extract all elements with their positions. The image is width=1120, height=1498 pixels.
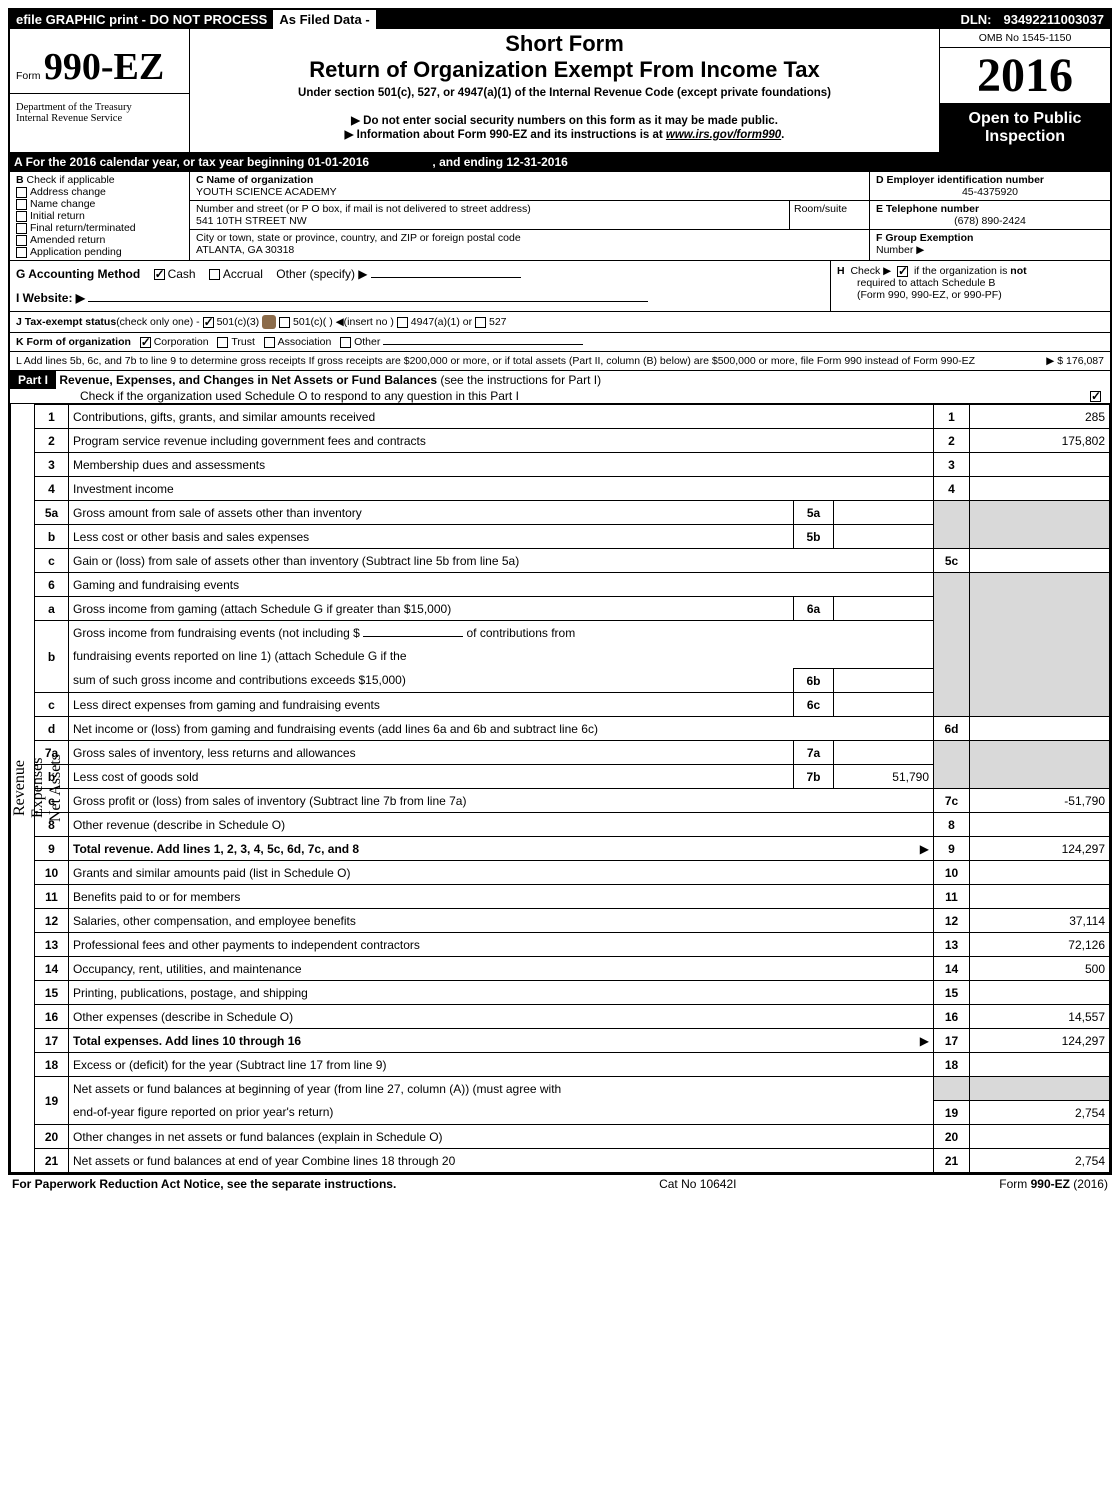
warn2: ▶ Information about Form 990-EZ and its … [345,129,663,141]
org-city: ATLANTA, GA 30318 [196,244,863,256]
org-name: YOUTH SCIENCE ACADEMY [196,186,863,198]
phone: (678) 890-2424 [876,215,1104,227]
ein: 45-4375920 [876,186,1104,198]
cb-cash[interactable] [154,269,165,280]
cb-address-change[interactable] [16,187,27,198]
org-street: 541 10TH STREET NW [196,215,783,227]
line-1: 1 Contributions, gifts, grants, and simi… [35,405,1110,429]
form-prefix: Form [16,70,41,82]
line-18: 18Excess or (deficit) for the year (Subt… [35,1053,1110,1077]
section-c: C Name of organization YOUTH SCIENCE ACA… [190,172,870,260]
cb-amended-return[interactable] [16,235,27,246]
main-title: Return of Organization Exempt From Incom… [190,57,939,83]
line-8: 8Other revenue (describe in Schedule O) … [35,813,1110,837]
line-l: L Add lines 5b, 6c, and 7b to line 9 to … [10,352,1110,371]
section-def: D Employer identification number 45-4375… [870,172,1110,260]
title-col: Short Form Return of Organization Exempt… [190,29,940,152]
tax-year: 2016 [940,48,1110,104]
line-15: 15Printing, publications, postage, and s… [35,981,1110,1005]
line-10: 10Grants and similar amounts paid (list … [35,861,1110,885]
form-id-col: Form 990-EZ Department of the Treasury I… [10,29,190,152]
line-3: 3Membership dues and assessments 3 [35,453,1110,477]
line-a: A For the 2016 calendar year, or tax yea… [10,153,1110,172]
open-public: Open to Public [944,110,1106,128]
part-i-body: Revenue Expenses Net Assets 1 Contributi… [10,404,1110,1173]
footer-left: For Paperwork Reduction Act Notice, see … [12,1177,396,1191]
section-expenses: Expenses [29,404,47,1173]
footer-mid: Cat No 10642I [659,1177,736,1191]
line-19b: end-of-year figure reported on prior yea… [35,1101,1110,1125]
cb-final-return[interactable] [16,223,27,234]
line-5a: 5aGross amount from sale of assets other… [35,501,1110,525]
line-7c: cGross profit or (loss) from sales of in… [35,789,1110,813]
cb-part-i-scho[interactable] [1090,391,1101,402]
inspection: Inspection [944,128,1106,146]
line-17: 17Total expenses. Add lines 10 through 1… [35,1029,1110,1053]
form-number: 990-EZ [44,46,164,88]
line-7a: 7aGross sales of inventory, less returns… [35,741,1110,765]
line-5c: cGain or (loss) from sale of assets othe… [35,549,1110,573]
header-block: Form 990-EZ Department of the Treasury I… [10,29,1110,153]
lines-table: 1 Contributions, gifts, grants, and simi… [34,404,1110,1173]
line-6d: dNet income or (loss) from gaming and fu… [35,717,1110,741]
cb-527[interactable] [475,317,486,328]
line-11: 11Benefits paid to or for members11 [35,885,1110,909]
cb-initial-return[interactable] [16,211,27,222]
footer: For Paperwork Reduction Act Notice, see … [8,1175,1112,1193]
line-6: 6Gaming and fundraising events [35,573,1110,597]
cb-501c3[interactable] [203,317,214,328]
omb-no: OMB No 1545-1150 [940,29,1110,48]
bcd-block: B Check if applicable Address change Nam… [10,172,1110,261]
dln-label: DLN: [954,10,997,29]
line-2: 2Program service revenue including gover… [35,429,1110,453]
line-13: 13Professional fees and other payments t… [35,933,1110,957]
warn2-link[interactable]: www.irs.gov/form990 [666,129,781,141]
efile-strip: efile GRAPHIC print - DO NOT PROCESS As … [10,10,1110,29]
line-9: 9Total revenue. Add lines 1, 2, 3, 4, 5c… [35,837,1110,861]
section-b: B Check if applicable Address change Nam… [10,172,190,260]
cb-assoc[interactable] [264,337,275,348]
efile-text: efile GRAPHIC print - DO NOT PROCESS [10,10,273,29]
section-revenue: Revenue [11,404,29,1173]
part-i-header: Part I Revenue, Expenses, and Changes in… [10,371,1110,404]
line-19a: 19Net assets or fund balances at beginni… [35,1077,1110,1101]
right-col: OMB No 1545-1150 2016 Open to Public Ins… [940,29,1110,152]
gh-row: G Accounting Method Cash Accrual Other (… [10,261,1110,312]
cb-name-change[interactable] [16,199,27,210]
subtitle: Under section 501(c), 527, or 4947(a)(1)… [190,83,939,103]
footer-right: Form 990-EZ (2016) [999,1177,1108,1191]
section-netassets: Net Assets [47,404,65,1173]
line-k: K Form of organization Corporation Trust… [10,333,1110,352]
irs-label: Internal Revenue Service [16,113,183,124]
cb-trust[interactable] [217,337,228,348]
form-container: efile GRAPHIC print - DO NOT PROCESS As … [8,8,1112,1175]
g-label: G Accounting Method [16,267,140,281]
cb-application-pending[interactable] [16,247,27,258]
short-form-title: Short Form [190,29,939,57]
dept-treasury: Department of the Treasury [16,102,183,113]
cb-h[interactable] [897,266,908,277]
line-21: 21Net assets or fund balances at end of … [35,1149,1110,1173]
line-20: 20Other changes in net assets or fund ba… [35,1125,1110,1149]
line-12: 12Salaries, other compensation, and empl… [35,909,1110,933]
line-14: 14Occupancy, rent, utilities, and mainte… [35,957,1110,981]
cb-accrual[interactable] [209,269,220,280]
l-amount: ▶ $ 176,087 [1046,355,1104,367]
room-suite: Room/suite [789,201,869,229]
cb-4947[interactable] [397,317,408,328]
i-website: I Website: ▶ [16,291,85,305]
warn1: ▶ Do not enter social security numbers o… [190,103,939,127]
cb-corp[interactable] [140,337,151,348]
cb-other[interactable] [340,337,351,348]
line-j: J Tax-exempt status(check only one) - 50… [10,312,1110,333]
as-filed-label: As Filed Data - [273,10,375,29]
line-4: 4Investment income 4 [35,477,1110,501]
dln-value: 93492211003037 [997,10,1110,29]
cb-501c[interactable] [279,317,290,328]
line-16: 16Other expenses (describe in Schedule O… [35,1005,1110,1029]
